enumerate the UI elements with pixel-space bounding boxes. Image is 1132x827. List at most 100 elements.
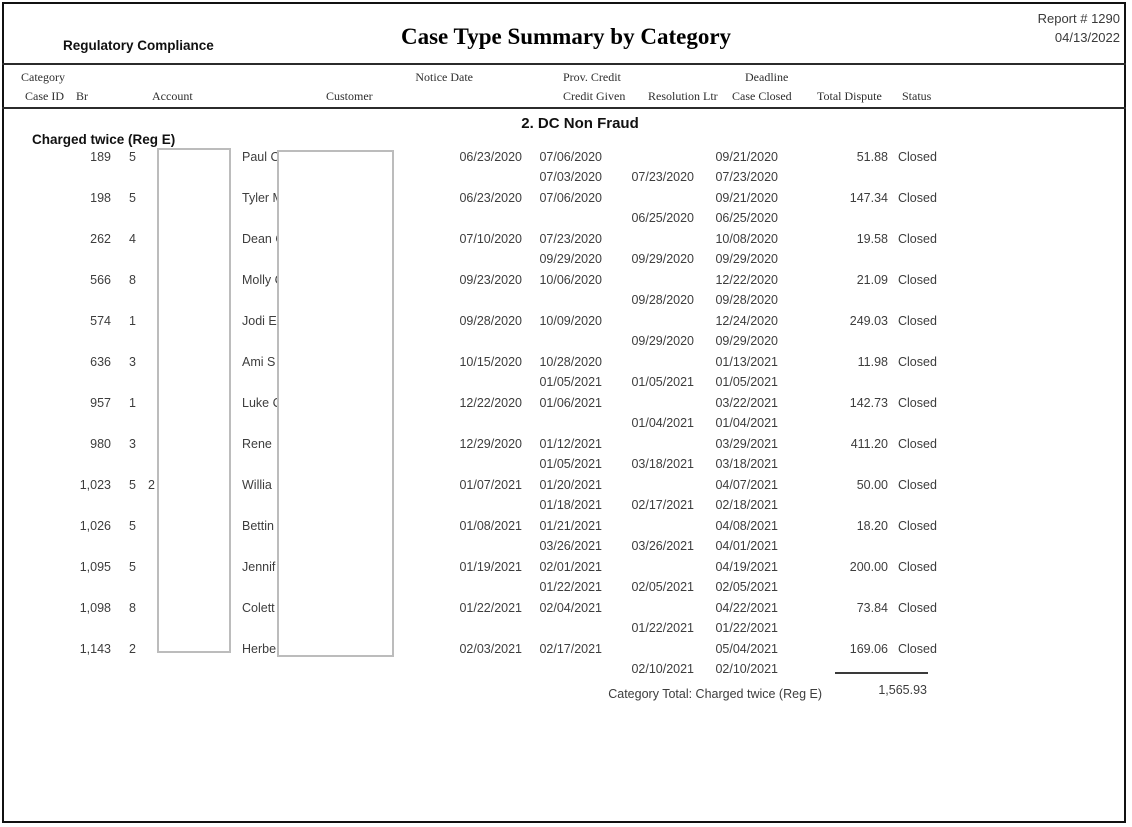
case-closed-date: 09/28/2020 [715, 293, 778, 307]
notice-date: 09/23/2020 [459, 273, 522, 287]
deadline-date: 05/04/2021 [715, 642, 778, 656]
credit-given-date: 03/26/2021 [539, 539, 602, 553]
deadline-date: 09/21/2020 [715, 191, 778, 205]
case-closed-date: 09/29/2020 [715, 252, 778, 266]
credit-given-date: 07/03/2020 [539, 170, 602, 184]
case-id: 1,098 [79, 601, 111, 615]
deadline-date: 01/13/2021 [715, 355, 778, 369]
customer-name: Dean C [242, 232, 285, 246]
resolution-ltr-date: 09/28/2020 [631, 293, 694, 307]
branch-number: 3 [129, 355, 136, 369]
customer-name: Bettin [242, 519, 274, 533]
report-number: Report # 1290 [1037, 11, 1120, 26]
case-closed-date: 01/22/2021 [715, 621, 778, 635]
prov-credit-date: 10/09/2020 [539, 314, 602, 328]
status-value: Closed [898, 150, 937, 164]
resolution-ltr-date: 01/22/2021 [631, 621, 694, 635]
report-date: 04/13/2022 [1054, 30, 1120, 45]
branch-number: 4 [129, 232, 136, 246]
total-dispute-amount: 19.58 [856, 232, 888, 246]
notice-date: 01/07/2021 [459, 478, 522, 492]
resolution-ltr-date: 01/04/2021 [631, 416, 694, 430]
notice-date: 01/22/2021 [459, 601, 522, 615]
prov-credit-date: 01/21/2021 [539, 519, 602, 533]
col-header-deadline: Deadline [745, 70, 789, 84]
customer-name: Colett [242, 601, 275, 615]
notice-date: 01/19/2021 [459, 560, 522, 574]
case-closed-date: 02/10/2021 [715, 662, 778, 676]
deadline-date: 04/07/2021 [715, 478, 778, 492]
prov-credit-date: 02/17/2021 [539, 642, 602, 656]
case-id: 980 [90, 437, 111, 451]
case-id: 566 [90, 273, 111, 287]
case-closed-date: 01/05/2021 [715, 375, 778, 389]
branch-number: 5 [129, 519, 136, 533]
credit-given-date: 01/05/2021 [539, 375, 602, 389]
resolution-ltr-date: 02/05/2021 [631, 580, 694, 594]
case-id: 574 [90, 314, 111, 328]
total-dispute-amount: 51.88 [856, 150, 888, 164]
credit-given-date: 01/18/2021 [539, 498, 602, 512]
prov-credit-date: 07/06/2020 [539, 191, 602, 205]
total-dispute-amount: 73.84 [856, 601, 888, 615]
case-closed-date: 02/05/2021 [715, 580, 778, 594]
prov-credit-date: 02/04/2021 [539, 601, 602, 615]
customer-name: Molly C [242, 273, 284, 287]
col-header-total-dispute: Total Dispute [817, 89, 882, 103]
branch-number: 5 [129, 191, 136, 205]
branch-number: 1 [129, 314, 136, 328]
branch-number: 2 [129, 642, 136, 656]
case-id: 198 [90, 191, 111, 205]
deadline-date: 09/21/2020 [715, 150, 778, 164]
case-id: 1,026 [79, 519, 111, 533]
total-dispute-amount: 249.03 [849, 314, 888, 328]
col-header-br: Br [76, 89, 88, 103]
customer-name: Luke C [242, 396, 282, 410]
total-dispute-amount: 21.09 [856, 273, 888, 287]
branch-number: 8 [129, 273, 136, 287]
branch-number: 5 [129, 560, 136, 574]
branch-number: 5 [129, 150, 136, 164]
total-dispute-amount: 169.06 [849, 642, 888, 656]
notice-date: 12/22/2020 [459, 396, 522, 410]
col-header-case-id: Case ID [25, 89, 64, 103]
section-category-label: Charged twice (Reg E) [32, 132, 176, 147]
credit-given-date: 01/22/2021 [539, 580, 602, 594]
branch-number: 5 [129, 478, 136, 492]
account-fragment: 2 [148, 478, 155, 492]
deadline-date: 04/19/2021 [715, 560, 778, 574]
total-dispute-amount: 200.00 [849, 560, 888, 574]
status-value: Closed [898, 314, 937, 328]
status-value: Closed [898, 191, 937, 205]
status-value: Closed [898, 437, 937, 451]
resolution-ltr-date: 09/29/2020 [631, 334, 694, 348]
status-value: Closed [898, 355, 937, 369]
case-closed-date: 09/29/2020 [715, 334, 778, 348]
case-id: 262 [90, 232, 111, 246]
prov-credit-date: 07/23/2020 [539, 232, 602, 246]
notice-date: 01/08/2021 [459, 519, 522, 533]
deadline-date: 04/22/2021 [715, 601, 778, 615]
notice-date: 02/03/2021 [459, 642, 522, 656]
branch-number: 3 [129, 437, 136, 451]
prov-credit-date: 01/06/2021 [539, 396, 602, 410]
status-value: Closed [898, 560, 937, 574]
prov-credit-date: 10/28/2020 [539, 355, 602, 369]
customer-name: Rene [242, 437, 272, 451]
resolution-ltr-date: 07/23/2020 [631, 170, 694, 184]
prov-credit-date: 10/06/2020 [539, 273, 602, 287]
case-closed-date: 07/23/2020 [715, 170, 778, 184]
branch-number: 8 [129, 601, 136, 615]
total-dispute-amount: 147.34 [849, 191, 888, 205]
case-id: 1,143 [79, 642, 111, 656]
deadline-date: 12/24/2020 [715, 314, 778, 328]
col-header-status: Status [902, 89, 932, 103]
case-id: 636 [90, 355, 111, 369]
col-header-category: Category [21, 70, 65, 84]
header-divider-bottom [2, 107, 1126, 109]
category-total-label: Category Total: Charged twice (Reg E) [608, 687, 822, 701]
case-closed-date: 01/04/2021 [715, 416, 778, 430]
prov-credit-date: 07/06/2020 [539, 150, 602, 164]
deadline-date: 03/29/2021 [715, 437, 778, 451]
customer-name: Jodi E [242, 314, 277, 328]
